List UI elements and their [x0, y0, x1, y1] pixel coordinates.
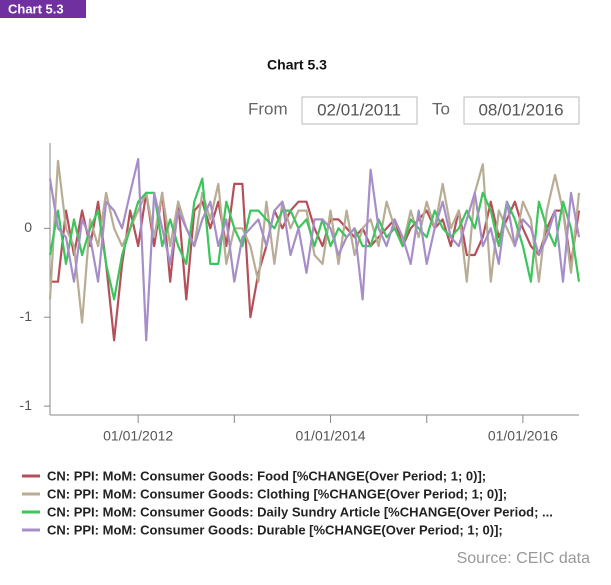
x-tick-label: 01/01/2012 — [103, 428, 173, 444]
series-line — [48, 157, 581, 342]
legend-label: CN: PPI: MoM: Consumer Goods: Daily Sund… — [47, 504, 553, 519]
y-tick-label: 0 — [24, 219, 32, 235]
x-tick-label: 01/01/2016 — [488, 428, 558, 444]
from-input[interactable] — [301, 96, 418, 125]
to-label: To — [432, 99, 450, 118]
from-value[interactable]: 02/01/2011 — [317, 100, 401, 119]
x-tick-label: 01/01/2014 — [295, 428, 365, 444]
chart-title: Chart 5.3 — [267, 57, 327, 73]
legend-label: CN: PPI: MoM: Consumer Goods: Durable [%… — [47, 522, 503, 537]
y-tick-label: -1 — [20, 397, 33, 413]
from-label: From — [248, 99, 288, 118]
series-line — [48, 159, 581, 324]
legend-label: CN: PPI: MoM: Consumer Goods: Food [%CHA… — [47, 468, 486, 483]
to-value[interactable]: 08/01/2016 — [478, 100, 563, 119]
legend-label: CN: PPI: MoM: Consumer Goods: Clothing [… — [47, 486, 507, 501]
y-tick-label: -1 — [20, 308, 33, 324]
series-line — [50, 182, 581, 342]
badge-bg — [0, 0, 86, 18]
to-input[interactable] — [463, 96, 580, 125]
series-line — [48, 177, 581, 301]
source: Source: CEIC data — [457, 550, 591, 567]
badge: Chart 5.3 — [8, 1, 64, 16]
